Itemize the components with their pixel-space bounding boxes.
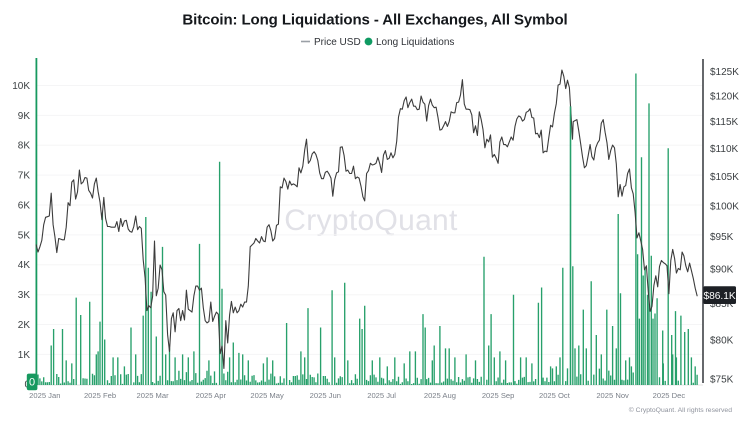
svg-text:2025 Oct: 2025 Oct [539, 391, 571, 400]
svg-text:6K: 6K [18, 200, 31, 211]
svg-text:2025 Feb: 2025 Feb [84, 391, 116, 400]
svg-text:2025 Jan: 2025 Jan [29, 391, 60, 400]
svg-text:2025 Jun: 2025 Jun [310, 391, 341, 400]
svg-text:2025 Sep: 2025 Sep [482, 391, 515, 400]
svg-text:$125K: $125K [710, 67, 739, 78]
svg-text:2025 Aug: 2025 Aug [424, 391, 456, 400]
svg-text:0: 0 [29, 377, 35, 389]
svg-text:1K: 1K [18, 350, 31, 361]
svg-text:5K: 5K [18, 230, 31, 241]
svg-text:$105K: $105K [710, 172, 739, 183]
svg-text:7K: 7K [18, 171, 31, 182]
svg-text:2K: 2K [18, 320, 31, 331]
svg-text:Bitcoin: Long Liquidations - A: Bitcoin: Long Liquidations - All Exchang… [182, 12, 567, 29]
svg-text:2025 Apr: 2025 Apr [196, 391, 227, 400]
svg-text:$115K: $115K [710, 117, 739, 128]
svg-text:CryptoQuant: CryptoQuant [284, 204, 458, 237]
svg-text:2025 Nov: 2025 Nov [596, 391, 629, 400]
svg-text:$75K: $75K [710, 374, 734, 385]
svg-text:$100K: $100K [710, 201, 739, 212]
svg-text:2025 Mar: 2025 Mar [137, 391, 170, 400]
svg-text:2025 Jul: 2025 Jul [367, 391, 396, 400]
svg-text:$86.1K: $86.1K [703, 291, 735, 302]
svg-text:Long Liquidations: Long Liquidations [376, 37, 454, 48]
svg-text:$85K: $85K [710, 299, 734, 310]
svg-text:$90K: $90K [710, 265, 734, 276]
svg-text:Price USD: Price USD [314, 37, 361, 48]
svg-text:$120K: $120K [710, 92, 739, 103]
svg-text:2025 May: 2025 May [250, 391, 284, 400]
svg-text:9K: 9K [18, 111, 31, 122]
svg-text:$80K: $80K [710, 336, 734, 347]
svg-text:3K: 3K [18, 290, 31, 301]
svg-text:4K: 4K [18, 260, 31, 271]
svg-text:$95K: $95K [710, 232, 734, 243]
svg-text:10K: 10K [12, 81, 30, 92]
svg-text:2025 Dec: 2025 Dec [653, 391, 686, 400]
svg-text:© CryptoQuant. All rights rese: © CryptoQuant. All rights reserved [629, 406, 732, 414]
svg-text:8K: 8K [18, 141, 31, 152]
svg-text:$110K: $110K [710, 144, 739, 155]
